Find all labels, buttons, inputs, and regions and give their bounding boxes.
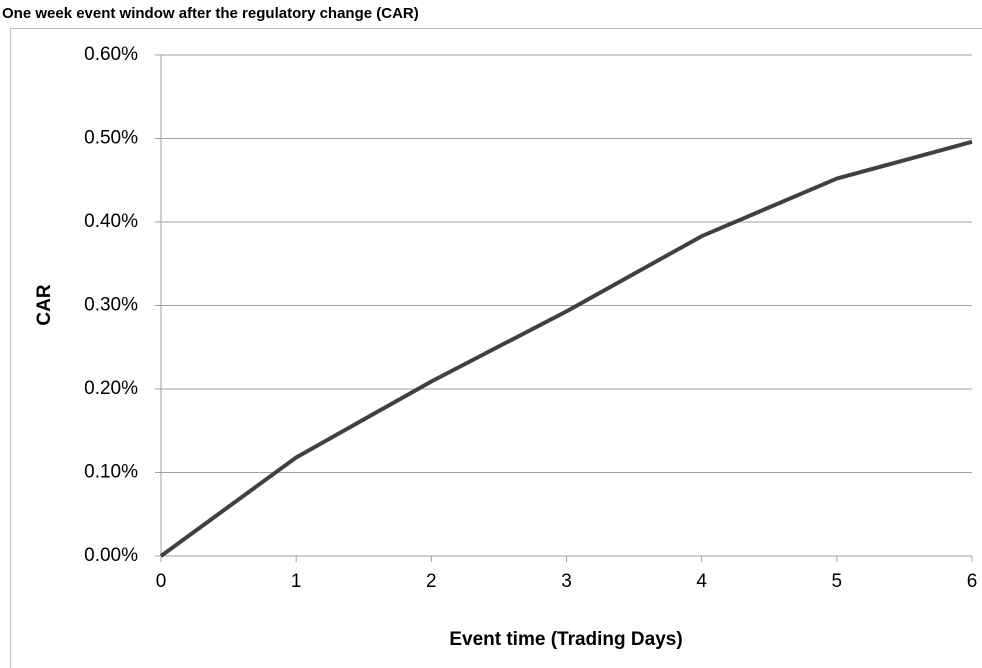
y-axis-title: CAR [34,284,55,325]
x-axis-title: Event time (Trading Days) [449,629,682,650]
data-line [159,139,973,558]
y-tick-label: 0.60% [84,44,138,65]
x-tick-label: 6 [967,571,978,592]
x-tick-label: 1 [291,571,302,592]
chart-title: One week event window after the regulato… [2,5,419,22]
y-tick-label: 0.50% [84,128,138,149]
y-tick-label: 0.20% [84,378,138,399]
x-tick-label: 5 [832,571,843,592]
x-tick-label: 0 [156,571,167,592]
y-tick-label: 0.10% [84,462,138,483]
y-tick-label: 0.00% [84,545,138,566]
y-tick-label: 0.40% [84,211,138,232]
chart-border [10,28,982,668]
x-tick-label: 4 [696,571,707,592]
x-tick-label: 3 [561,571,572,592]
y-tick-label: 0.30% [84,295,138,316]
x-tick-label: 2 [426,571,437,592]
